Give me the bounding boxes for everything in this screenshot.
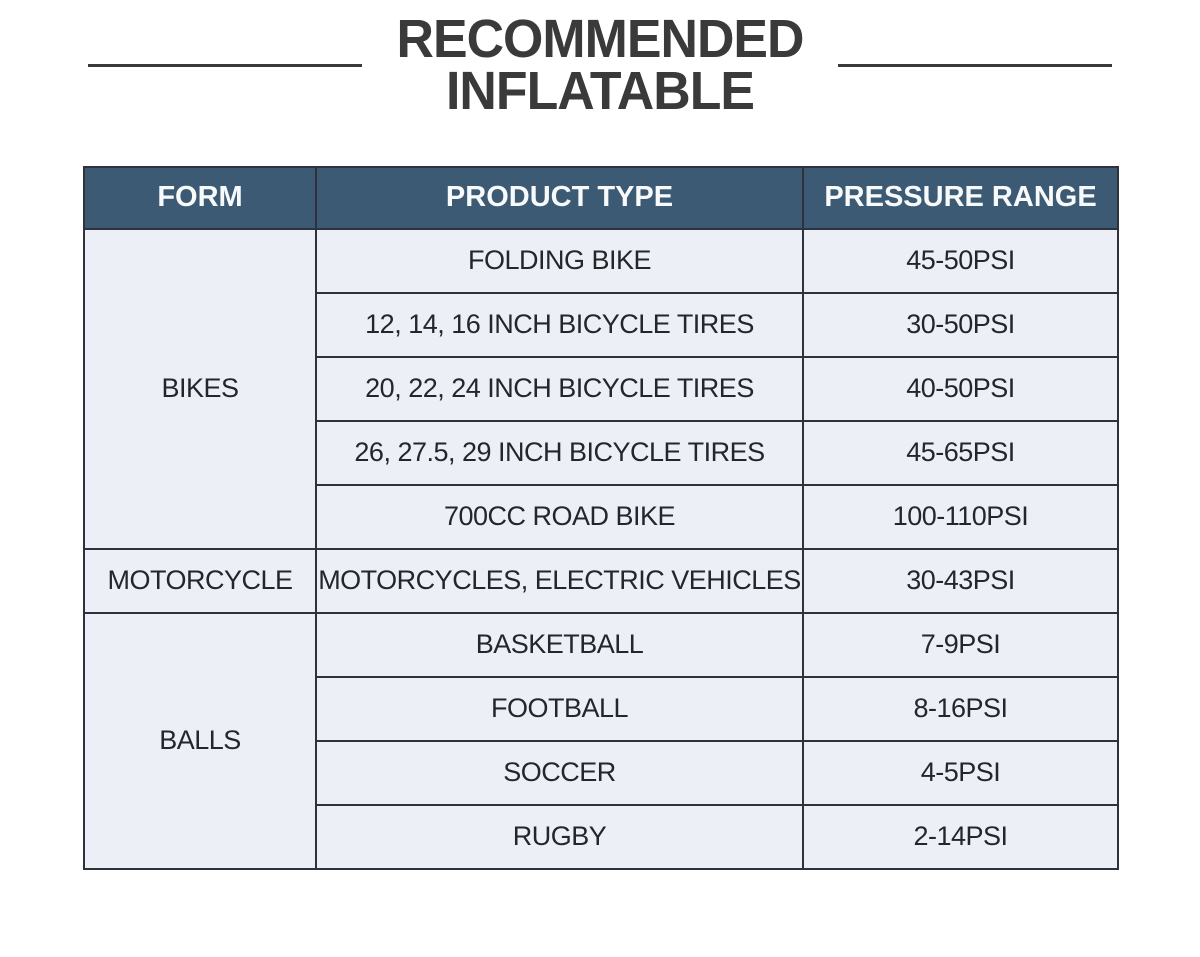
table-body: BIKES FOLDING BIKE 45-50PSI 12, 14, 16 INCH… xyxy=(83,227,1119,870)
pressure-cell: 2-14PSI xyxy=(802,803,1119,870)
column-header-form: FORM xyxy=(83,165,317,230)
table-row: 12, 14, 16 INCH BICYCLE TIRES 30-50PSI xyxy=(84,291,1119,358)
table-row: BALLS BASKETBALL 7-9PSI xyxy=(83,611,1119,870)
inflatable-pressure-table: FORM PRODUCT TYPE PRESSURE RANGE BIKES FO… xyxy=(83,165,1119,870)
table-row: MOTORCYCLE MOTORCYCLES, ELECTRIC VEHICLES… xyxy=(83,547,1119,614)
product-cell: RUGBY xyxy=(315,803,804,870)
page-title-line1: RECOMMENDED xyxy=(396,9,804,69)
table-header: FORM PRODUCT TYPE PRESSURE RANGE xyxy=(83,165,1119,230)
product-cell: BASKETBALL xyxy=(315,611,804,678)
form-group-cell: MOTORCYCLE xyxy=(83,547,317,614)
pressure-cell: 45-50PSI xyxy=(802,227,1119,294)
title-rule-right xyxy=(838,64,1113,68)
pressure-cell: 40-50PSI xyxy=(802,355,1119,422)
product-cell: SOCCER xyxy=(315,739,804,806)
product-cell: 700CC ROAD BIKE xyxy=(315,483,804,550)
page-title-line2: INFLATABLE xyxy=(445,60,755,121)
table-row: BIKES FOLDING BIKE 45-50PSI xyxy=(83,227,1119,550)
column-header-pressure-range: PRESSURE RANGE xyxy=(802,165,1119,230)
page-header: RECOMMENDED INFLATABLE xyxy=(0,0,1200,118)
table-row: FOOTBALL 8-16PSI xyxy=(84,675,1119,742)
product-cell: 26, 27.5, 29 INCH BICYCLE TIRES xyxy=(315,419,804,486)
column-header-product-type: PRODUCT TYPE xyxy=(315,165,804,230)
pressure-cell: 7-9PSI xyxy=(802,611,1119,678)
page-title: RECOMMENDED INFLATABLE xyxy=(396,12,804,121)
pressure-cell: 30-50PSI xyxy=(802,291,1119,358)
title-rule-left xyxy=(88,64,362,68)
pressure-cell: 30-43PSI xyxy=(802,547,1119,614)
product-cell: 12, 14, 16 INCH BICYCLE TIRES xyxy=(315,291,804,358)
pressure-cell: 8-16PSI xyxy=(802,675,1119,742)
product-cell: MOTORCYCLES, ELECTRIC VEHICLES xyxy=(315,547,804,614)
table-row: 20, 22, 24 INCH BICYCLE TIRES 40-50PSI xyxy=(84,355,1119,422)
table-row: RUGBY 2-14PSI xyxy=(84,803,1119,870)
pressure-cell: 45-65PSI xyxy=(802,419,1119,486)
table-row: 26, 27.5, 29 INCH BICYCLE TIRES 45-65PSI xyxy=(84,419,1119,486)
table-header-row: FORM PRODUCT TYPE PRESSURE RANGE xyxy=(83,165,1119,230)
table-row: 700CC ROAD BIKE 100-110PSI xyxy=(84,483,1119,550)
product-cell: FOLDING BIKE xyxy=(315,227,804,294)
form-group-cell: BIKES xyxy=(83,227,317,550)
product-cell: 20, 22, 24 INCH BICYCLE TIRES xyxy=(315,355,804,422)
table-row: SOCCER 4-5PSI xyxy=(84,739,1119,806)
pressure-cell: 100-110PSI xyxy=(802,483,1119,550)
form-group-cell: BALLS xyxy=(83,611,317,870)
product-cell: FOOTBALL xyxy=(315,675,804,742)
pressure-cell: 4-5PSI xyxy=(802,739,1119,806)
